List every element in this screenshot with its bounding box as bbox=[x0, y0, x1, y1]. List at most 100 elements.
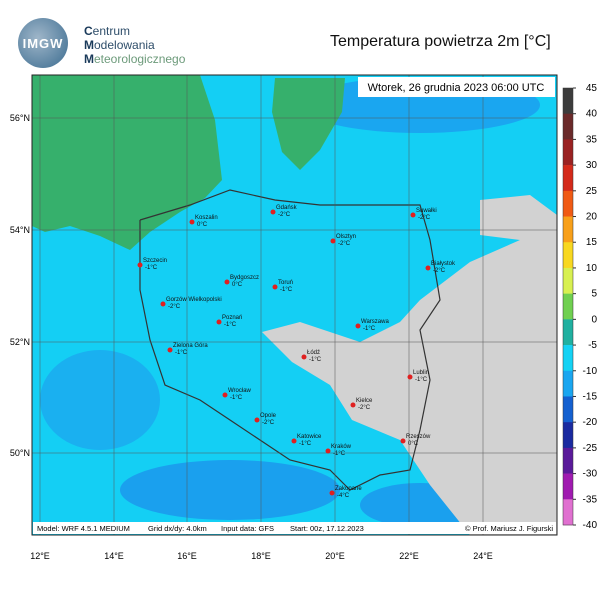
org-line: Modelowania bbox=[84, 38, 155, 52]
city-name: Gdańsk bbox=[276, 205, 298, 211]
city-dot bbox=[222, 392, 228, 398]
city-dot bbox=[160, 301, 166, 307]
lon-label: 16°E bbox=[177, 551, 197, 561]
city-temp: -2°C bbox=[418, 215, 431, 221]
city-dot bbox=[325, 448, 331, 454]
colorbar-segment bbox=[563, 139, 573, 166]
lat-label: 50°N bbox=[10, 448, 30, 458]
city-name: Olsztyn bbox=[336, 234, 356, 240]
city-temp: -1°C bbox=[299, 441, 312, 447]
city-temp: 0°C bbox=[197, 222, 208, 228]
city-name: Białystok bbox=[431, 261, 456, 267]
colorbar-segment bbox=[563, 370, 573, 397]
lon-label: 12°E bbox=[30, 551, 50, 561]
colorbar-segment bbox=[563, 473, 573, 500]
city-dot bbox=[137, 262, 143, 268]
colorbar-label: -5 bbox=[588, 340, 597, 351]
city-name: Gorzów Wielkopolski bbox=[166, 297, 222, 303]
map-field bbox=[32, 75, 557, 535]
city-dot bbox=[355, 323, 361, 329]
city-temp: -1°C bbox=[230, 395, 243, 401]
lon-label: 18°E bbox=[251, 551, 271, 561]
colorbar-label: 45 bbox=[586, 83, 598, 94]
colorbar-segment bbox=[563, 422, 573, 449]
city-name: Łódź bbox=[307, 350, 320, 356]
lat-label: 54°N bbox=[10, 225, 30, 235]
city-temp: -2°C bbox=[278, 212, 291, 218]
footer: Input data: GFS bbox=[221, 524, 274, 533]
colorbar-segment bbox=[563, 216, 573, 243]
title: Temperatura powietrza 2m [°C] bbox=[330, 33, 551, 50]
colorbar-frame bbox=[562, 87, 574, 526]
org-name: Centrum Modelowania Meteorologicznego bbox=[84, 24, 185, 66]
city-temp: -1°C bbox=[145, 265, 158, 271]
colorbar-label: 5 bbox=[591, 289, 597, 300]
city-name: Suwałki bbox=[416, 208, 437, 214]
city-dot bbox=[350, 402, 356, 408]
city-dot bbox=[270, 209, 276, 215]
city-name: Lublin bbox=[413, 370, 429, 376]
city-name: Kraków bbox=[331, 444, 352, 450]
city-dot bbox=[425, 265, 431, 271]
colorbar-label: 20 bbox=[586, 212, 598, 223]
colorbar-label: 15 bbox=[586, 237, 598, 248]
city-dot bbox=[301, 354, 307, 360]
lat-label: 56°N bbox=[10, 113, 30, 123]
city-temp: -2°C bbox=[262, 420, 275, 426]
city-dot bbox=[291, 438, 297, 444]
logo: IMGW bbox=[18, 18, 68, 68]
city-temp: -2°C bbox=[338, 241, 351, 247]
footer: Grid dx/dy: 4.0km bbox=[148, 524, 207, 533]
city-name: Zielona Góra bbox=[173, 343, 208, 349]
city-temp: 0°C bbox=[408, 441, 419, 447]
city-name: Kielce bbox=[356, 398, 373, 404]
colorbar-label: -20 bbox=[583, 417, 598, 428]
city-temp: -1°C bbox=[280, 287, 293, 293]
cold-patch bbox=[40, 350, 160, 450]
colorbar-label: -40 bbox=[583, 520, 598, 531]
lon-label: 24°E bbox=[473, 551, 493, 561]
colorbar-segment bbox=[563, 499, 573, 526]
colorbar-segment bbox=[563, 267, 573, 294]
colorbar-label: -15 bbox=[583, 391, 598, 402]
lat-label: 52°N bbox=[10, 337, 30, 347]
city-name: Opole bbox=[260, 413, 277, 419]
city-dot bbox=[167, 347, 173, 353]
city-dot bbox=[329, 490, 335, 496]
city-name: Wrocław bbox=[228, 388, 252, 394]
colorbar-segment bbox=[563, 113, 573, 140]
city-temp: -1°C bbox=[415, 377, 428, 383]
city-name: Szczecin bbox=[143, 258, 167, 264]
colorbar-segment bbox=[563, 293, 573, 320]
colorbar-label: 30 bbox=[586, 160, 598, 171]
mild-area bbox=[480, 195, 557, 240]
city-temp: -2°C bbox=[433, 268, 446, 274]
city-temp: -1°C bbox=[309, 357, 322, 363]
colorbar-label: -25 bbox=[583, 443, 598, 454]
city-temp: -4°C bbox=[337, 493, 350, 499]
org-line: Centrum bbox=[84, 24, 131, 38]
city-name: Koszalin bbox=[195, 215, 218, 221]
city-dot bbox=[410, 212, 416, 218]
city-temp: -2°C bbox=[358, 405, 371, 411]
city-dot bbox=[407, 374, 413, 380]
colorbar-label: 10 bbox=[586, 263, 598, 274]
colorbar-segment bbox=[563, 242, 573, 269]
graticule bbox=[32, 75, 557, 535]
colorbar-segment bbox=[563, 447, 573, 474]
colorbar-label: 35 bbox=[586, 134, 598, 145]
org-line: Meteorologicznego bbox=[84, 52, 186, 66]
colorbar-label: -10 bbox=[583, 366, 598, 377]
lon-label: 14°E bbox=[104, 551, 124, 561]
sea bbox=[32, 75, 222, 250]
city-dot bbox=[272, 284, 278, 290]
city-dot bbox=[330, 238, 336, 244]
footer-box bbox=[33, 522, 556, 534]
colorbar-segment bbox=[563, 345, 573, 372]
city-temp: -1°C bbox=[224, 322, 237, 328]
city-temp: -2°C bbox=[168, 304, 181, 310]
colorbar-segment bbox=[563, 165, 573, 192]
city-dot bbox=[189, 219, 195, 225]
